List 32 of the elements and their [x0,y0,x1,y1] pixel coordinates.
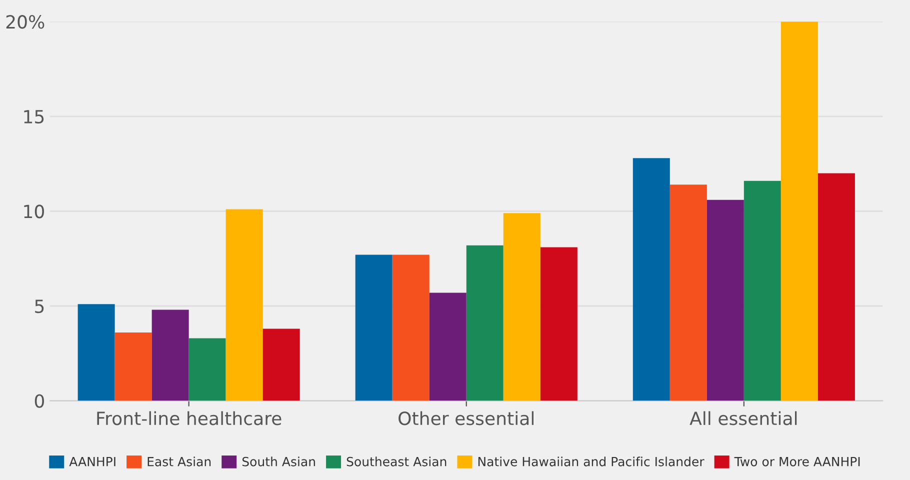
x-tick-label: Front-line healthcare [97,411,282,426]
bar [706,200,744,401]
bar [188,338,226,401]
bar [744,180,781,401]
bar [818,173,855,401]
legend-label: Native Hawaiian and Pacific Islander [478,456,704,466]
bar [152,310,189,401]
bar [78,304,115,401]
bar [466,245,504,401]
x-tick-label: All essential [690,411,797,426]
y-tick-label: 20% [6,15,44,29]
bar [540,247,578,401]
bar [114,332,152,401]
bar [632,158,670,401]
bar [670,184,707,401]
legend-label: East Asian [148,456,211,466]
bar [392,254,430,401]
bar [262,328,300,401]
legend-label: AANHPI [69,457,116,466]
bar [429,292,466,401]
legend-label: South Asian [242,456,315,466]
legend-label: Southeast Asian [346,456,446,466]
bar [355,254,392,401]
y-tick-label: 0 [34,394,44,408]
bar [226,209,263,401]
x-tick-label: Other essential [398,411,534,426]
legend-label: Two or More AANHPI [734,457,860,466]
y-tick-label: 10 [24,204,44,218]
y-tick-label: 5 [35,300,44,314]
bar [780,22,818,401]
bar [503,213,540,401]
y-tick-label: 15 [24,110,44,124]
